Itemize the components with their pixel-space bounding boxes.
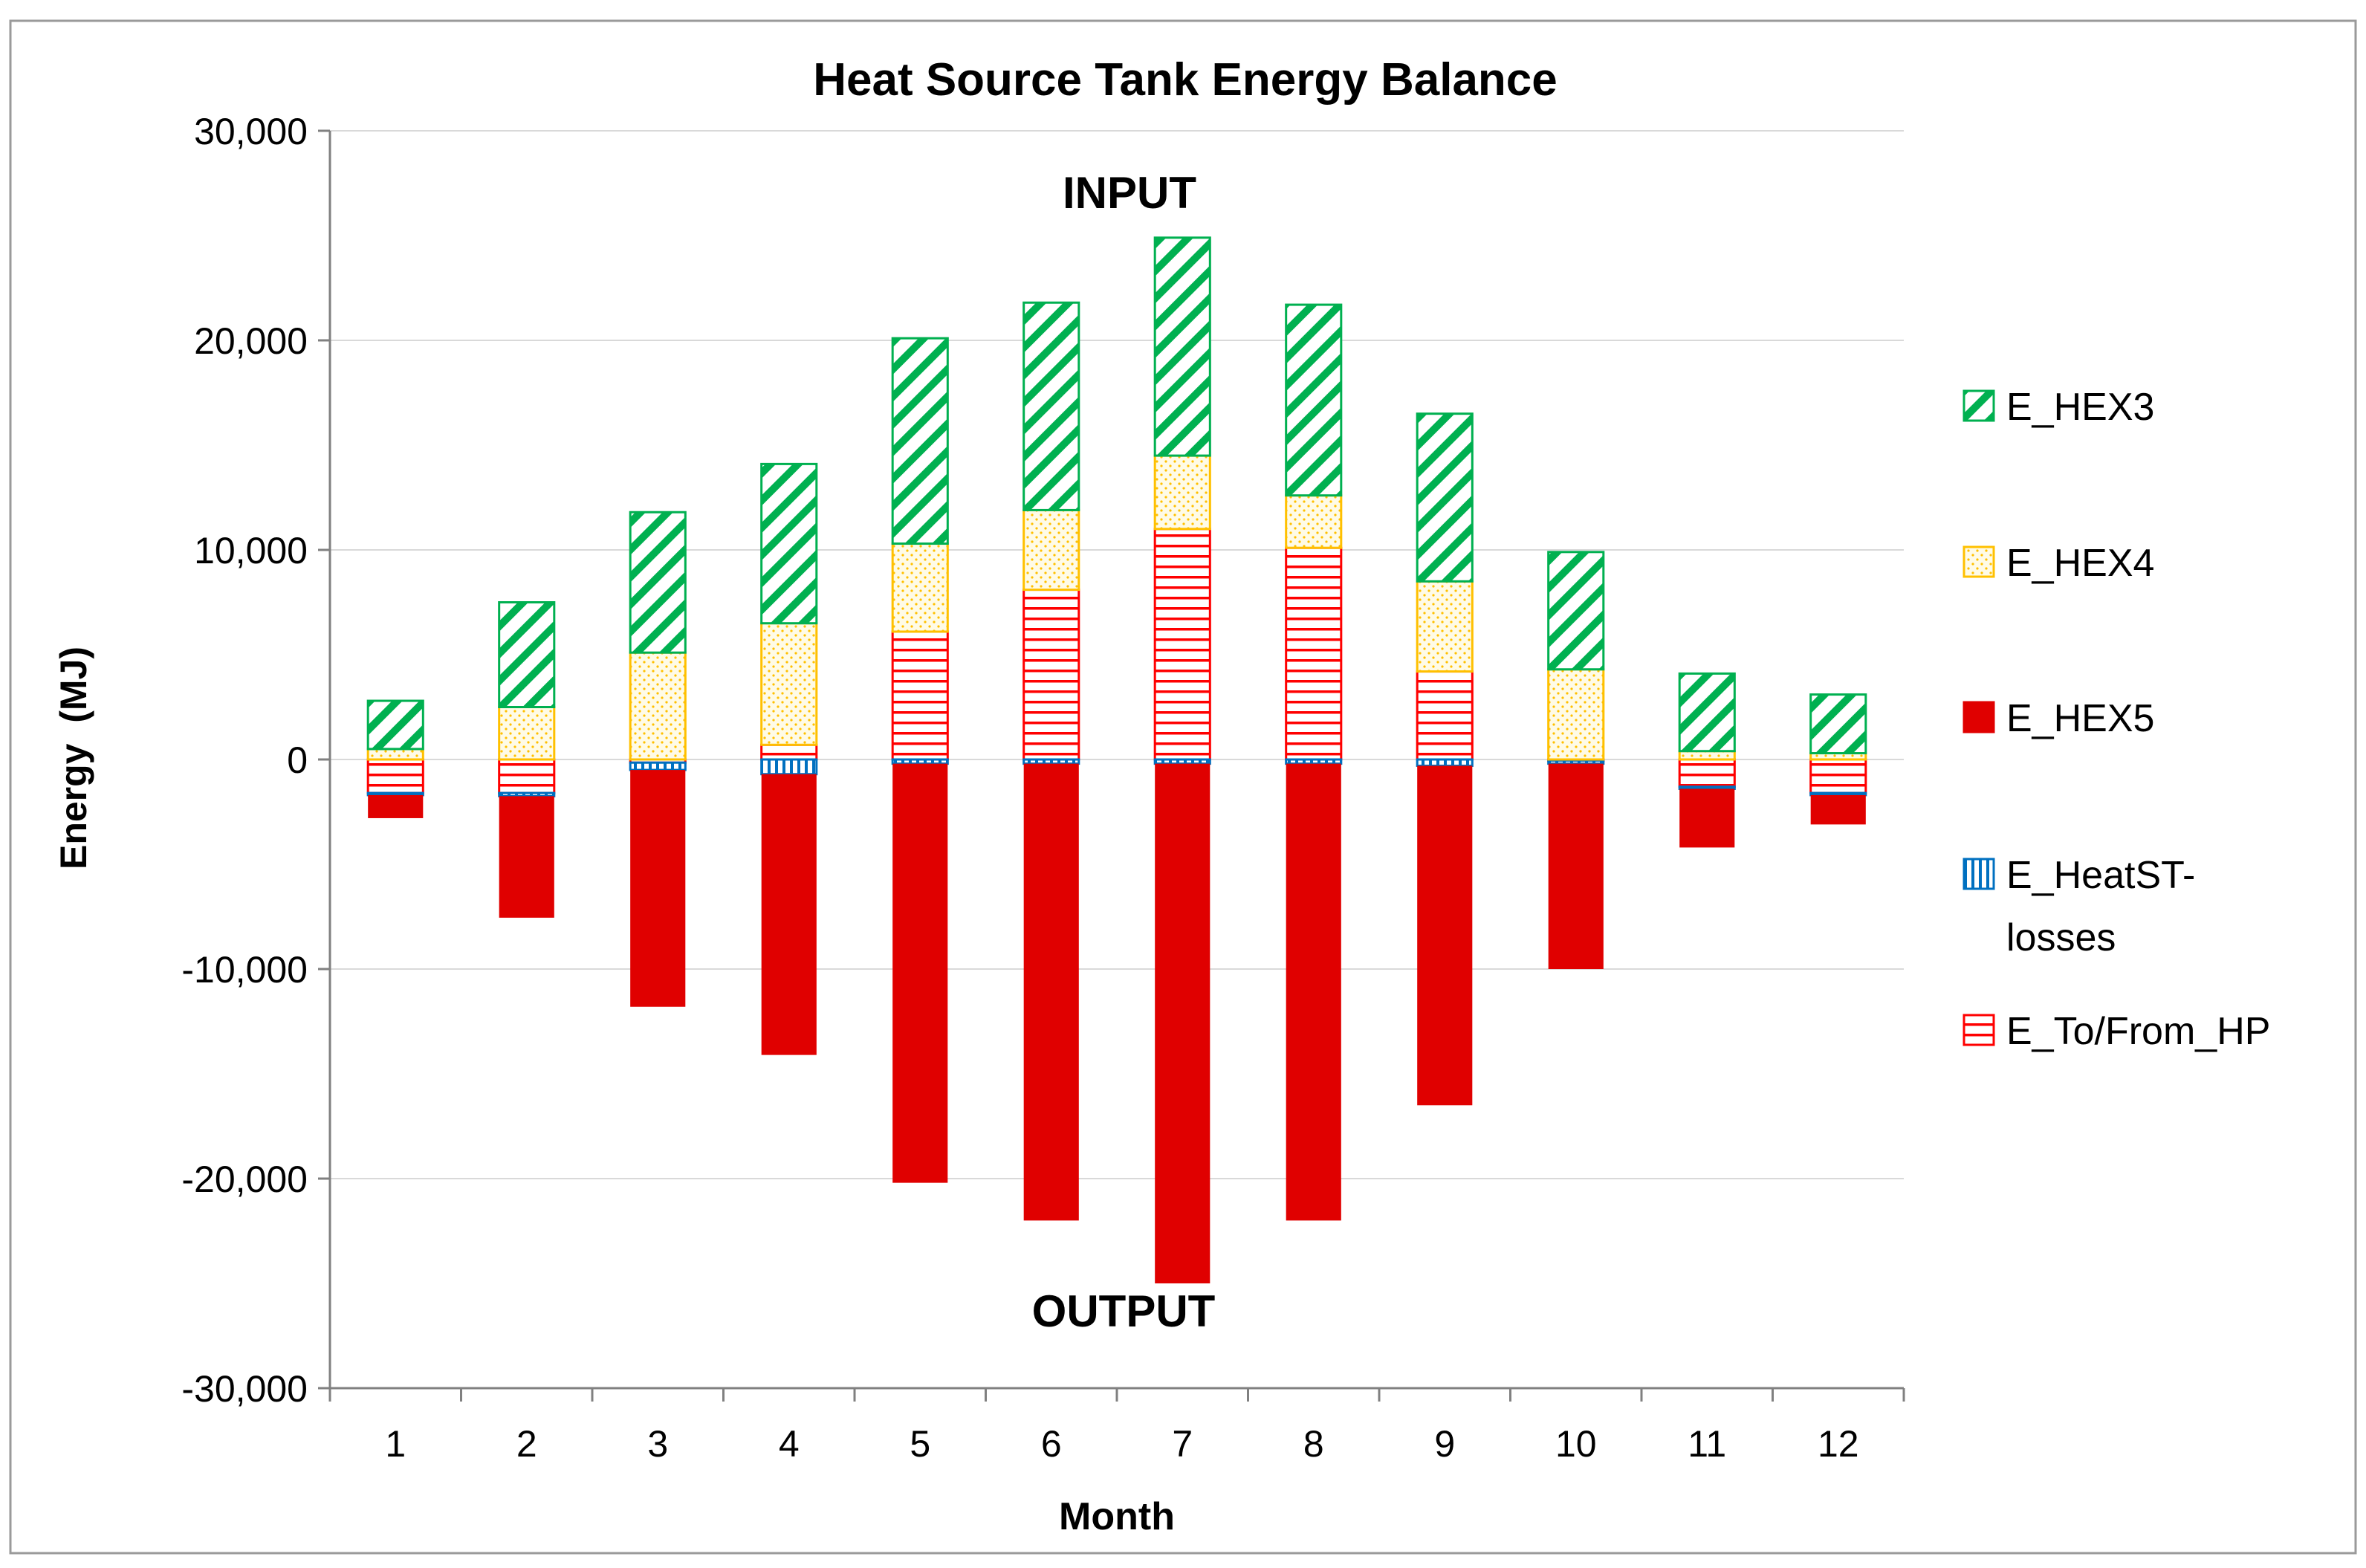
bar-segment-hex5 — [630, 770, 686, 1007]
x-tick-label: 1 — [385, 1423, 406, 1465]
bar-segment-hex4 — [1022, 508, 1080, 592]
bar-segment-hex3 — [1022, 301, 1080, 511]
bar-segment-hp — [1022, 589, 1080, 761]
bar-segment-hex5 — [1810, 794, 1866, 825]
bar-segment-hex3 — [760, 462, 818, 625]
bar-segment-hex4 — [1547, 668, 1605, 761]
legend-swatch — [1963, 545, 1995, 578]
bar-segment-hex5 — [1286, 763, 1341, 1221]
bar-segment-hex3 — [498, 601, 556, 708]
x-tick-label: 9 — [1434, 1423, 1455, 1465]
bar-segment-hex4 — [1678, 750, 1736, 761]
bar-segment-losses — [760, 758, 818, 776]
bar-segment-hex4 — [498, 706, 556, 761]
bar-segment-hp — [1678, 758, 1736, 788]
legend-swatch — [1963, 858, 1995, 890]
legend: E_HEX3 E_HEX4 E_HEX5 E_HeatST-losses E_To/Fr… — [1963, 386, 2270, 1053]
bar-segment-hex3 — [1809, 693, 1867, 755]
bar-segment-losses — [891, 758, 949, 765]
annotation-input: INPUT — [1063, 168, 1196, 218]
bar-segment-hex5 — [1417, 765, 1473, 1106]
bar-segment-losses — [1678, 785, 1736, 790]
bar-segment-hp — [1809, 758, 1867, 794]
legend-label: E_HEX4 — [2006, 542, 2154, 585]
y-tick-label: 10,000 — [194, 530, 308, 571]
bar-segment-hp — [891, 630, 949, 761]
bar-segment-hex5 — [1679, 788, 1735, 848]
x-tick-label: 7 — [1172, 1423, 1193, 1465]
bar-segment-hex3 — [1547, 551, 1605, 671]
legend-swatch — [1963, 389, 1995, 422]
bar-segment-hex5 — [499, 796, 554, 918]
bar-segment-losses — [498, 791, 556, 797]
annotation-output: OUTPUT — [1032, 1286, 1216, 1336]
bar-segment-losses — [1153, 758, 1211, 765]
bar-segment-losses — [1285, 758, 1343, 765]
bar-segment-losses — [1022, 758, 1080, 765]
bar-segment-hex4 — [760, 622, 818, 746]
bar-segment-hp — [366, 758, 424, 794]
bar-segment-hex3 — [891, 337, 949, 545]
y-tick-label: 30,000 — [194, 111, 308, 152]
bar-segment-hex5 — [368, 794, 424, 818]
x-tick-label: 10 — [1555, 1423, 1597, 1465]
y-tick-label: -10,000 — [181, 949, 308, 991]
y-tick-label: -20,000 — [181, 1159, 308, 1200]
bar-segment-losses — [1416, 758, 1474, 767]
legend-label: E_HEX3 — [2006, 386, 2154, 429]
axes — [318, 129, 1905, 1402]
bar-segment-hex5 — [761, 774, 817, 1055]
bar-segment-hex5 — [892, 763, 948, 1183]
y-axis-label: Energy (MJ) — [53, 647, 94, 869]
bar-segment-losses — [629, 761, 687, 771]
y-tick-label: -30,000 — [181, 1368, 308, 1410]
bar-segment-hp — [1285, 546, 1343, 761]
tick-labels: 30,000 20,000 10,000 0 -10,000 -20,000 -30,000… — [181, 111, 1858, 1465]
bar-segment-hp — [760, 743, 818, 761]
bar-segment-hex3 — [1678, 672, 1736, 753]
legend-swatch — [1963, 701, 1995, 733]
bar-segment-losses — [1809, 791, 1867, 797]
bar-segment-hex5 — [1155, 763, 1210, 1283]
bar-segment-losses — [1547, 759, 1605, 765]
bar-segment-hp — [498, 758, 556, 794]
y-tick-label: 0 — [287, 739, 308, 781]
x-tick-label: 12 — [1818, 1423, 1859, 1465]
legend-label: losses — [2006, 916, 2116, 959]
legend-label: E_HEX5 — [2006, 697, 2154, 740]
bar-segment-hex5 — [1548, 763, 1604, 969]
legend-label: E_HeatST- — [2006, 854, 2195, 897]
legend-label: E_To/From_HP — [2006, 1010, 2270, 1053]
bar-segment-hex4 — [1153, 454, 1211, 531]
bar-segment-hex3 — [1416, 412, 1474, 583]
x-tick-label: 4 — [779, 1423, 800, 1465]
x-tick-label: 3 — [647, 1423, 668, 1465]
bar-segment-losses — [366, 791, 424, 797]
bar-segment-hex3 — [366, 699, 424, 751]
legend-swatch — [1963, 1014, 1995, 1046]
y-tick-label: 20,000 — [194, 320, 308, 362]
bars — [366, 236, 1867, 1283]
x-tick-label: 2 — [516, 1423, 537, 1465]
bar-segment-hex3 — [629, 511, 687, 654]
x-tick-label: 5 — [910, 1423, 930, 1465]
chart-title: Heat Source Tank Energy Balance — [813, 54, 1558, 106]
bar-segment-hex5 — [1023, 763, 1079, 1221]
x-tick-label: 8 — [1303, 1423, 1324, 1465]
bar-segment-hex4 — [1285, 494, 1343, 549]
bar-segment-hex4 — [366, 748, 424, 761]
bar-segment-hp — [1153, 528, 1211, 761]
x-axis-label: Month — [1059, 1495, 1175, 1538]
bar-segment-hex4 — [891, 542, 949, 633]
bar-segment-hex4 — [1416, 580, 1474, 673]
bar-segment-hex4 — [629, 651, 687, 761]
bar-segment-hex3 — [1153, 236, 1211, 457]
bar-segment-hp — [1416, 670, 1474, 761]
bar-segment-hex3 — [1285, 303, 1343, 497]
x-tick-label: 11 — [1688, 1423, 1726, 1465]
x-tick-label: 6 — [1041, 1423, 1062, 1465]
